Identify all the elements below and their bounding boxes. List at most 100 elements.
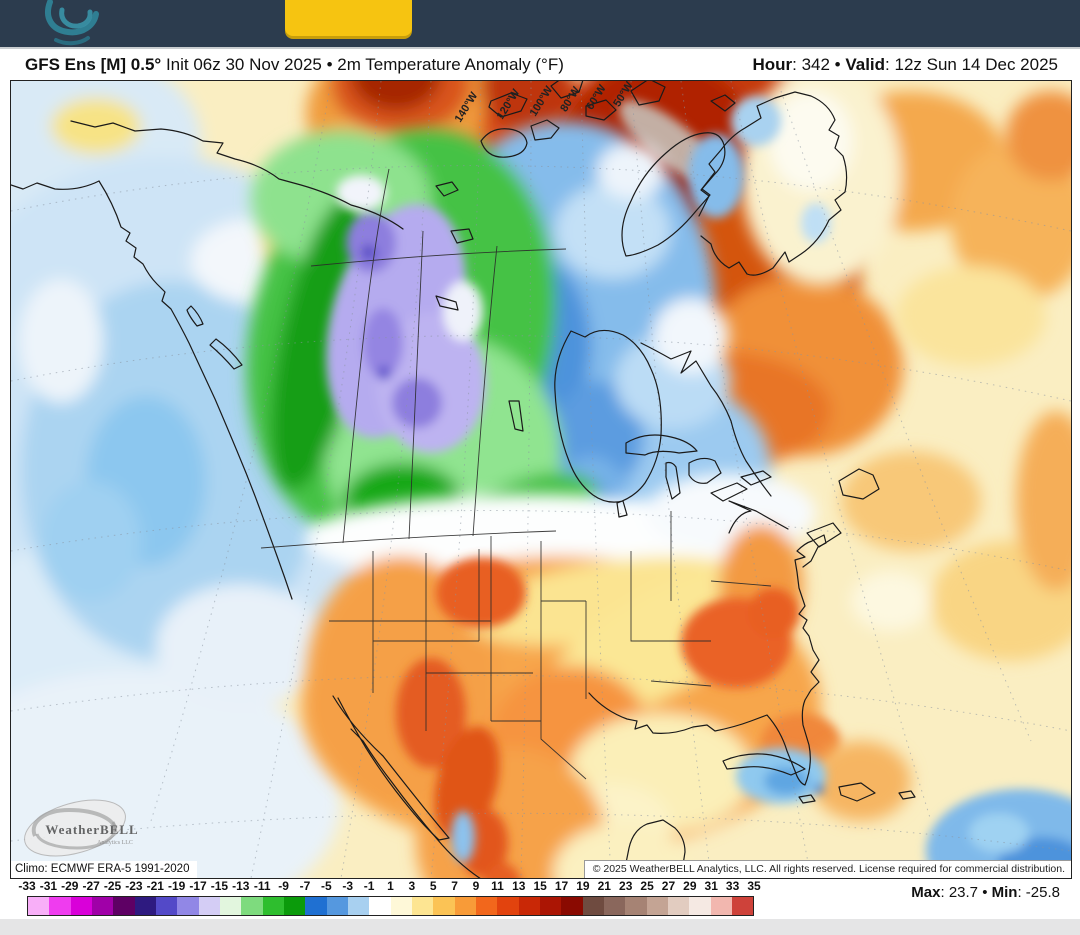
max-value: 23.7 bbox=[948, 884, 979, 901]
colorbar-cell bbox=[369, 897, 391, 915]
colorbar-cell bbox=[134, 897, 156, 915]
colorbar-tick-label: -19 bbox=[168, 879, 186, 893]
colorbar-cell bbox=[561, 897, 583, 915]
colorbar-tick-label: 7 bbox=[451, 879, 458, 893]
colorbar-cell bbox=[70, 897, 92, 915]
colorbar-cell bbox=[262, 897, 284, 915]
colorbar-cell bbox=[198, 897, 220, 915]
map-title: GFS Ens [M] 0.5° Init 06z 30 Nov 2025 • … bbox=[25, 55, 564, 75]
colorbar-tick-label: -23 bbox=[125, 879, 143, 893]
colorbar-tick-label: -3 bbox=[342, 879, 354, 893]
hour-value: 342 bbox=[801, 55, 830, 74]
bullet: • bbox=[978, 884, 992, 901]
bullet: • bbox=[829, 55, 846, 74]
colorbar-cell bbox=[518, 897, 540, 915]
navbar-divider bbox=[0, 47, 1080, 49]
colorbar-tick-label: 5 bbox=[429, 879, 437, 893]
colorbar-cell bbox=[49, 897, 71, 915]
colorbar-tick-label: 1 bbox=[387, 879, 394, 893]
copyright-label: © 2025 WeatherBELL Analytics, LLC. All r… bbox=[583, 860, 1071, 878]
init-product-text: Init 06z 30 Nov 2025 • 2m Temperature An… bbox=[161, 55, 564, 74]
colorbar-tick-label: -7 bbox=[299, 879, 311, 893]
colorbar-cell bbox=[305, 897, 327, 915]
colorbar-cell bbox=[91, 897, 114, 915]
min-label: Min bbox=[991, 884, 1018, 901]
colorbar-cell bbox=[539, 897, 562, 915]
colorbar-tick-label: -27 bbox=[82, 879, 100, 893]
colorbar-cell bbox=[667, 897, 690, 915]
colorbar-tick-label: 27 bbox=[661, 879, 676, 893]
max-label: Max bbox=[911, 884, 941, 901]
colorbar-tick-label: 13 bbox=[512, 879, 526, 893]
min-value: -25.8 bbox=[1025, 884, 1060, 901]
colorbar-tick-label: -21 bbox=[146, 879, 164, 893]
colorbar-tick-label: -9 bbox=[278, 879, 289, 893]
colorbar-cell bbox=[475, 897, 498, 915]
colorbar-cell bbox=[433, 897, 455, 915]
colorbar-cell bbox=[454, 897, 476, 915]
colorbar-tick-label: 21 bbox=[597, 879, 611, 893]
coastlines bbox=[11, 81, 916, 878]
max-min-readout: Max: 23.7 • Min: -25.8 bbox=[911, 884, 1060, 901]
colorbar-tick-label: 29 bbox=[683, 879, 697, 893]
max-sep: : bbox=[940, 884, 949, 901]
top-navbar bbox=[0, 0, 1080, 47]
colorbar-tick-label: 19 bbox=[576, 879, 590, 893]
colorbar-cell bbox=[177, 897, 199, 915]
colorbar-cell bbox=[603, 897, 626, 915]
colorbar-cell bbox=[347, 897, 370, 915]
graticule-lines bbox=[11, 81, 1071, 878]
colorbar-cell bbox=[390, 897, 412, 915]
colorbar-cell bbox=[497, 897, 519, 915]
colorbar-cell bbox=[155, 897, 178, 915]
hour-label: Hour bbox=[752, 55, 793, 74]
colorbar-cell bbox=[731, 897, 754, 915]
colorbar-cell bbox=[219, 897, 242, 915]
weatherbell-watermark: WeatherBELL Analytics LLC bbox=[24, 799, 138, 857]
colorbar-cell bbox=[241, 897, 263, 915]
colorbar-tick-label: -33 bbox=[18, 879, 36, 893]
watermark-title: WeatherBELL bbox=[45, 822, 138, 837]
colorbar-cell bbox=[646, 897, 668, 915]
colorbar-ticks: -33 -31 -29 -27 -25 -23 -21 -19 -17 -15 -13 -11 -9 -7… bbox=[0, 879, 1080, 894]
colorbar-cells bbox=[27, 896, 754, 916]
footer-strip bbox=[0, 919, 1080, 935]
colorbar-tick-label: 35 bbox=[747, 879, 761, 893]
colorbar-cell bbox=[28, 897, 50, 915]
colorbar-tick-label: -15 bbox=[210, 879, 229, 893]
colorbar-tick-label: 3 bbox=[408, 879, 416, 893]
hour-sep: : bbox=[792, 55, 802, 74]
climo-label: Climo: ECMWF ERA-5 1991-2020 bbox=[11, 861, 198, 878]
colorbar-cell bbox=[283, 897, 306, 915]
colorbar-cell bbox=[710, 897, 732, 915]
colorbar-cell bbox=[113, 897, 135, 915]
colorbar-tick-label: -5 bbox=[321, 879, 332, 893]
weatherbell-swirl-icon[interactable] bbox=[42, 0, 120, 46]
colorbar-cell bbox=[625, 897, 647, 915]
navbar-action-button[interactable] bbox=[285, 0, 412, 36]
state-province-borders bbox=[260, 168, 772, 780]
colorbar-tick-label: -31 bbox=[39, 879, 58, 893]
colorbar-tick-label: 33 bbox=[725, 879, 740, 893]
colorbar-tick-label: 17 bbox=[554, 879, 569, 893]
colorbar-tick-label: -29 bbox=[61, 879, 79, 893]
colorbar-cell bbox=[689, 897, 711, 915]
colorbar-tick-label: -11 bbox=[253, 879, 271, 893]
colorbar-tick-label: -25 bbox=[103, 879, 122, 893]
temperature-anomaly-map: 140°W 120°W 100°W 80°W 60°W 50°W Weather… bbox=[10, 80, 1072, 879]
colorbar-tick-label: 9 bbox=[472, 879, 480, 893]
min-sep: : bbox=[1017, 884, 1026, 901]
colorbar-cell bbox=[582, 897, 604, 915]
valid-label: Valid bbox=[845, 55, 886, 74]
valid-time: Hour: 342 • Valid: 12z Sun 14 Dec 2025 bbox=[752, 55, 1058, 75]
map-canvas: 140°W 120°W 100°W 80°W 60°W 50°W bbox=[11, 81, 1071, 878]
colorbar-cell bbox=[411, 897, 434, 915]
colorbar-tick-label: -13 bbox=[232, 879, 250, 893]
colorbar-tick-label: 11 bbox=[491, 879, 504, 893]
colorbar-tick-label: -17 bbox=[189, 879, 207, 893]
colorbar-tick-label: 23 bbox=[619, 879, 633, 893]
colorbar-tick-label: -1 bbox=[363, 879, 375, 893]
colorbar-tick-label: 31 bbox=[704, 879, 718, 893]
watermark-sub: Analytics LLC bbox=[97, 840, 133, 846]
colorbar-tick-label: 15 bbox=[533, 879, 547, 893]
